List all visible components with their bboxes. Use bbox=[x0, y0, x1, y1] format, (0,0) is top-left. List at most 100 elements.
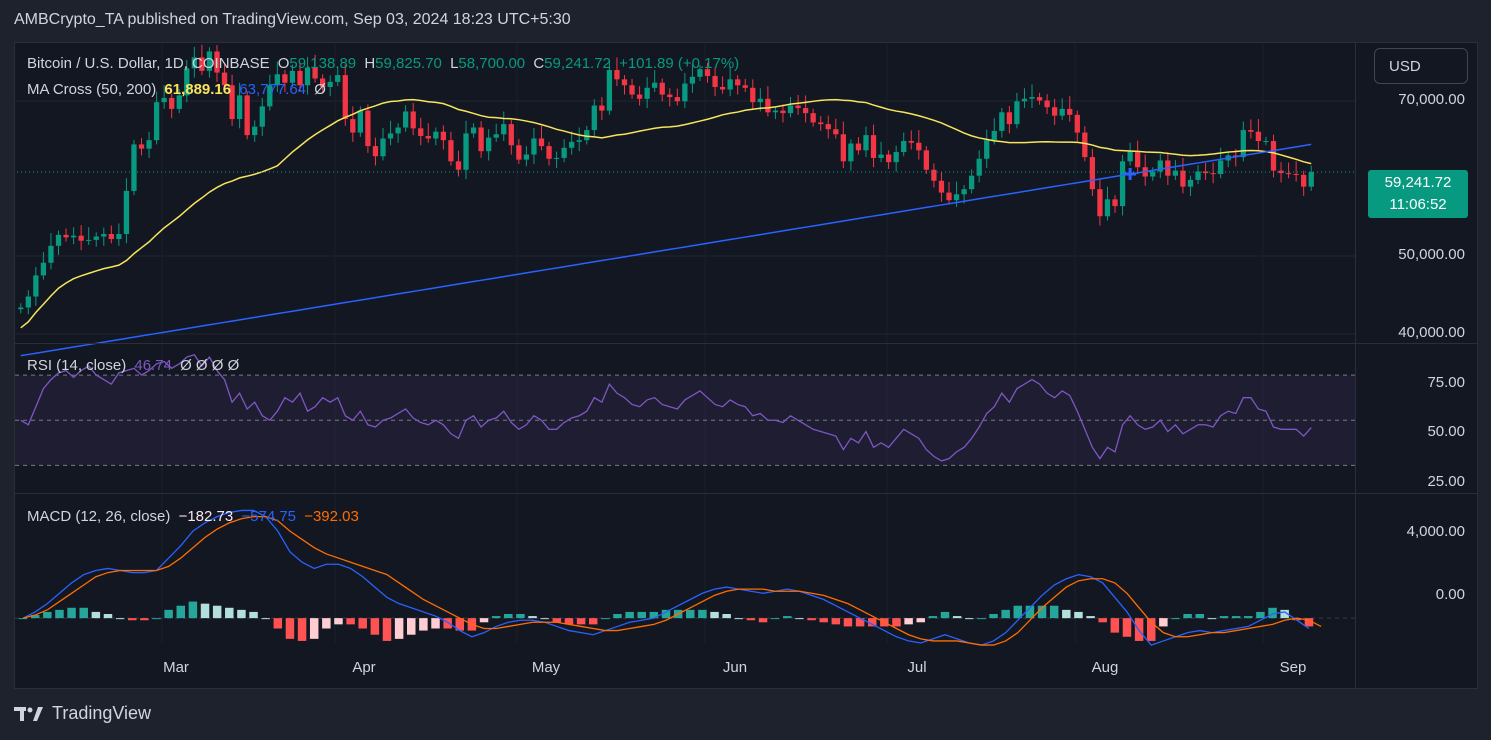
candle-body-128 bbox=[984, 140, 990, 159]
macd-histogram-bar-46 bbox=[576, 618, 586, 625]
symbol-label[interactable]: Bitcoin / U.S. Dollar, 1D, COINBASE bbox=[27, 55, 270, 72]
macd-histogram-bar-41 bbox=[516, 614, 525, 619]
candle-body-114 bbox=[878, 154, 884, 158]
macd-histogram-bar-85 bbox=[1049, 605, 1059, 619]
candle-body-110 bbox=[848, 143, 854, 162]
ma200-line bbox=[20, 143, 1312, 357]
candle-body-30 bbox=[244, 95, 250, 136]
macd-histogram-bar-102 bbox=[1256, 611, 1265, 619]
macd-histogram-bar-80 bbox=[989, 614, 998, 619]
macd-histogram-bar-98 bbox=[1207, 618, 1217, 620]
macd-histogram-bar-94 bbox=[1159, 618, 1168, 627]
open-label: O bbox=[277, 55, 290, 72]
candle-body-146 bbox=[1119, 161, 1126, 207]
candle-body-23 bbox=[191, 57, 197, 69]
macd-histogram-bar-14 bbox=[188, 601, 198, 619]
macd-histogram-bar-42 bbox=[528, 616, 537, 619]
tradingview-brand[interactable]: TradingView bbox=[14, 703, 151, 724]
rsi-tick-75: 75.00 bbox=[1427, 374, 1465, 391]
candle-body-112 bbox=[863, 135, 869, 151]
candle-body-101 bbox=[780, 110, 786, 114]
candle-body-85 bbox=[659, 82, 665, 95]
candle-body-123 bbox=[946, 192, 952, 201]
candle-body-168 bbox=[1285, 173, 1292, 175]
candle-body-134 bbox=[1029, 97, 1035, 99]
candle-body-35 bbox=[282, 74, 288, 83]
candle-body-56 bbox=[440, 131, 447, 141]
rsi-legend[interactable]: RSI (14, close) 46.74 Ø Ø Ø Ø bbox=[27, 357, 243, 374]
currency-button[interactable]: USD bbox=[1374, 48, 1468, 84]
candle-body-29 bbox=[236, 95, 243, 120]
candle-body-133 bbox=[1021, 98, 1028, 102]
macd-legend[interactable]: MACD (12, 26, close) −182.73 −574.75 −39… bbox=[27, 508, 363, 525]
candle-body-47 bbox=[372, 146, 379, 157]
candle-body-26 bbox=[214, 51, 220, 73]
candle-body-33 bbox=[267, 85, 273, 107]
ma50-line bbox=[20, 98, 1312, 329]
macd-histogram-bar-89 bbox=[1098, 618, 1107, 623]
candle-body-38 bbox=[304, 67, 311, 86]
y-tick-70000: 70,000.00 bbox=[1398, 91, 1465, 108]
candle-body-163 bbox=[1248, 130, 1254, 132]
candle-body-37 bbox=[297, 70, 303, 86]
candle-body-73 bbox=[569, 141, 575, 148]
candle-body-2 bbox=[33, 275, 39, 297]
candle-body-124 bbox=[953, 194, 960, 201]
candle-body-105 bbox=[810, 113, 816, 123]
main-legend[interactable]: Bitcoin / U.S. Dollar, 1D, COINBASE O 59,… bbox=[27, 55, 743, 72]
low-value: 58,700.00 bbox=[458, 55, 526, 72]
candle-body-41 bbox=[327, 81, 333, 87]
pane-separator-rsi[interactable] bbox=[15, 343, 1477, 344]
rsi-tick-50: 50.00 bbox=[1427, 423, 1465, 440]
rsi-label[interactable]: RSI (14, close) bbox=[27, 357, 127, 374]
ma-legend[interactable]: MA Cross (50, 200) 61,889.16 63,777.64 Ø bbox=[27, 81, 330, 98]
rsi-tick-25: 25.00 bbox=[1427, 473, 1465, 490]
candle-body-64 bbox=[501, 124, 507, 135]
candle-body-91 bbox=[704, 69, 711, 76]
macd-histogram-bar-17 bbox=[225, 607, 234, 619]
macd-tick-0: 0.00 bbox=[1435, 586, 1465, 603]
macd-histogram-bar-47 bbox=[588, 618, 598, 625]
close-value: 59,241.72 bbox=[544, 55, 611, 72]
candle-body-144 bbox=[1104, 199, 1111, 217]
macd-histogram-bar-35 bbox=[443, 618, 452, 629]
candle-body-109 bbox=[840, 134, 846, 162]
macd-histogram-bar-65 bbox=[807, 618, 816, 621]
macd-signal-value: −392.03 bbox=[304, 508, 359, 525]
ma-label[interactable]: MA Cross (50, 200) bbox=[27, 81, 157, 98]
macd-histogram-bar-20 bbox=[261, 618, 270, 620]
macd-histogram-bar-3 bbox=[55, 609, 64, 619]
candle-body-117 bbox=[901, 141, 907, 153]
bar-countdown: 11:06:52 bbox=[1389, 196, 1447, 213]
chart-frame[interactable]: Bitcoin / U.S. Dollar, 1D, COINBASE O 59,… bbox=[14, 42, 1478, 689]
candle-body-129 bbox=[991, 130, 997, 141]
candle-body-97 bbox=[750, 87, 756, 103]
candle-body-81 bbox=[629, 85, 635, 95]
candle-body-148 bbox=[1135, 151, 1141, 168]
candle-body-88 bbox=[682, 83, 688, 102]
macd-histogram-bar-0 bbox=[18, 618, 28, 620]
candle-body-13 bbox=[116, 233, 122, 240]
candle-body-21 bbox=[176, 95, 182, 109]
candle-body-103 bbox=[795, 105, 801, 109]
candle-body-19 bbox=[161, 97, 167, 103]
x-tick-may: May bbox=[531, 659, 561, 676]
macd-histogram-bar-51 bbox=[637, 611, 646, 619]
macd-histogram-bar-86 bbox=[1062, 609, 1071, 619]
candle-body-139 bbox=[1067, 108, 1073, 115]
candle-body-66 bbox=[516, 145, 522, 160]
candle-body-43 bbox=[342, 75, 348, 120]
macd-histogram-bar-11 bbox=[152, 618, 161, 620]
pane-separator-macd[interactable] bbox=[15, 493, 1477, 494]
macd-histogram-bar-30 bbox=[382, 618, 392, 641]
candle-body-142 bbox=[1089, 157, 1096, 190]
macd-histogram-bar-34 bbox=[431, 618, 440, 629]
macd-label[interactable]: MACD (12, 26, close) bbox=[27, 508, 171, 525]
candle-body-18 bbox=[153, 102, 160, 141]
candle-body-116 bbox=[893, 152, 899, 163]
high-value: 59,825.70 bbox=[375, 55, 442, 72]
macd-histogram-bar-36 bbox=[455, 618, 465, 631]
macd-histogram-bar-66 bbox=[819, 618, 828, 623]
price-chart[interactable] bbox=[15, 43, 1477, 688]
ma-null-value: Ø bbox=[314, 81, 326, 98]
